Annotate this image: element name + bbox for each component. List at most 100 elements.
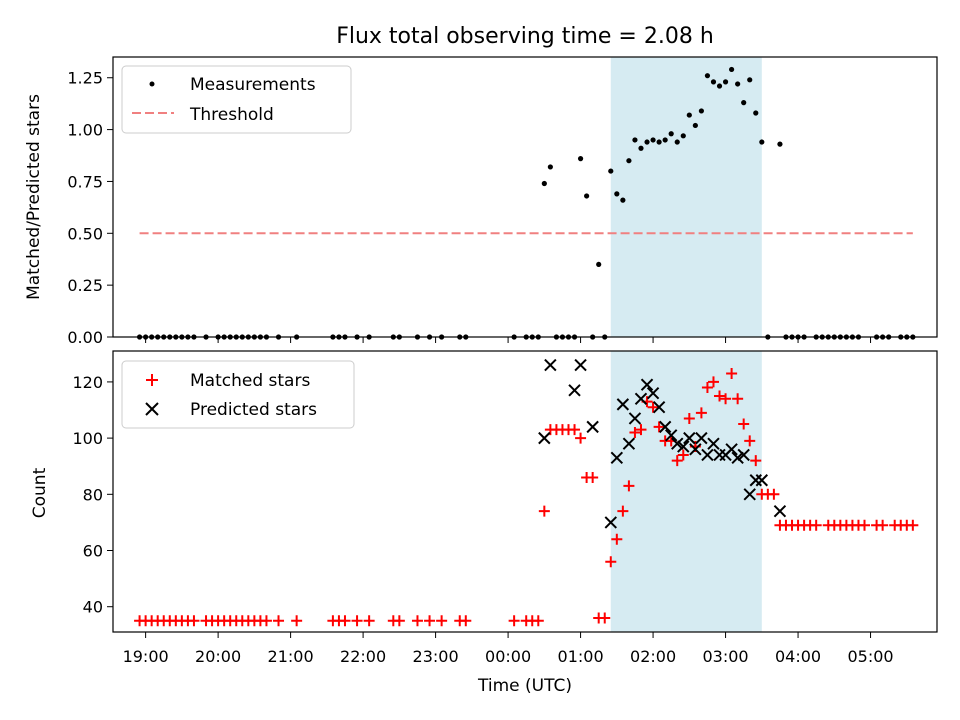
measurement-point <box>722 79 729 85</box>
matched-star-point <box>629 426 641 438</box>
legend-marker-matched <box>146 374 158 386</box>
matched-points <box>134 367 919 627</box>
bottom-plot-frame <box>112 350 938 633</box>
y-tick-label: 60 <box>83 542 103 561</box>
matched-star-point <box>605 556 617 568</box>
predicted-star-point <box>689 443 702 456</box>
matched-star-point <box>859 519 871 531</box>
matched-star-point <box>623 480 635 492</box>
predicted-star-point <box>616 398 630 411</box>
bottom-y-ticks: 40 60 80 100 120 <box>72 373 113 617</box>
y-tick-label: 120 <box>72 373 103 392</box>
predicted-star-point <box>622 437 636 450</box>
x-tick-label: 04:00 <box>775 647 821 666</box>
top-x-ticks <box>145 337 872 343</box>
measurement-point <box>716 83 723 89</box>
matched-star-point <box>732 393 744 405</box>
measurement-point <box>608 168 614 174</box>
measurement-point <box>668 131 674 137</box>
matched-star-point <box>738 418 750 430</box>
predicted-star-point <box>731 451 744 464</box>
matched-star-point <box>424 615 436 627</box>
matched-star-point <box>339 615 351 627</box>
predicted-star-point <box>664 429 678 442</box>
matched-star-point <box>635 424 647 436</box>
measurement-point <box>686 112 692 118</box>
legend-marker-measurements <box>149 81 155 87</box>
x-tick-label: 05:00 <box>847 647 893 666</box>
matched-star-point <box>707 376 719 388</box>
matched-star-point <box>677 449 689 461</box>
matched-star-point <box>436 615 448 627</box>
measurement-point <box>735 81 741 87</box>
predicted-star-point <box>646 386 660 400</box>
measurement-point <box>777 141 783 147</box>
y-tick-label: 40 <box>83 598 103 617</box>
matched-star-point <box>611 533 623 545</box>
measurement-point <box>741 100 747 106</box>
measurement-point <box>729 66 735 73</box>
bottom-legend: Matched stars Predicted stars <box>121 360 355 429</box>
predicted-star-point <box>737 448 750 462</box>
predicted-star-point <box>671 437 684 450</box>
matched-star-point <box>508 615 520 627</box>
y-tick-label: 0.75 <box>67 172 103 191</box>
bottom-legend-box <box>121 360 355 429</box>
measurement-point <box>626 158 632 164</box>
x-tick-label: 20:00 <box>195 647 241 666</box>
measurement-point <box>638 145 644 151</box>
x-tick-label: 03:00 <box>703 647 749 666</box>
legend-marker-predicted <box>145 402 159 416</box>
measurement-point <box>656 139 662 145</box>
predicted-star-point <box>683 431 696 445</box>
matched-star-point <box>569 424 581 436</box>
measurement-point <box>541 180 547 187</box>
predicted-star-point <box>634 392 648 405</box>
measurement-point <box>692 122 698 129</box>
matched-star-point <box>291 615 303 627</box>
predicted-star-point <box>568 384 581 397</box>
matched-star-point <box>460 615 472 627</box>
matched-star-point <box>273 615 285 627</box>
y-tick-label: 0.00 <box>67 328 103 347</box>
predicted-star-point <box>701 448 714 462</box>
predicted-star-point <box>725 443 738 456</box>
predicted-points <box>538 358 787 529</box>
legend-label-predicted: Predicted stars <box>190 400 317 420</box>
measurement-point <box>747 77 753 83</box>
predicted-star-point <box>707 437 720 450</box>
chart-title: Flux total observing time = 2.08 h <box>336 24 714 49</box>
matched-star-point <box>726 367 738 379</box>
predicted-star-point <box>628 412 642 425</box>
top-shaded-interval <box>610 57 762 337</box>
legend-label-matched: Matched stars <box>190 371 310 391</box>
bottom-shaded-interval <box>610 351 762 632</box>
matched-star-point <box>683 412 695 424</box>
measurement-point <box>632 137 638 143</box>
x-tick-label: 02:00 <box>630 647 676 666</box>
matched-star-point <box>671 455 683 467</box>
predicted-star-point <box>743 488 756 501</box>
top-y-ticks: 0.00 0.25 0.50 0.75 1.00 1.25 <box>67 69 113 347</box>
matched-star-point <box>587 471 599 483</box>
matched-star-point <box>647 401 659 413</box>
top-plot-frame <box>112 56 938 338</box>
y-tick-label: 0.50 <box>67 224 103 243</box>
matched-star-point <box>907 519 919 531</box>
predicted-star-point <box>538 431 551 445</box>
matched-star-point <box>411 615 423 627</box>
y-tick-label: 100 <box>72 429 103 448</box>
predicted-star-point <box>677 440 690 453</box>
legend-label-threshold: Threshold <box>189 105 274 125</box>
y-tick-label: 0.25 <box>67 276 103 295</box>
top-panel: 0.00 0.25 0.50 0.75 1.00 1.25 Matched/Predict… <box>24 56 938 347</box>
predicted-star-point <box>574 358 587 372</box>
matched-star-point <box>363 615 375 627</box>
matched-star-point <box>617 505 629 517</box>
top-legend-box <box>121 65 352 134</box>
predicted-star-point <box>773 504 787 518</box>
matched-star-point <box>701 382 713 394</box>
x-tick-label: 23:00 <box>413 647 459 666</box>
measurement-point <box>662 137 668 143</box>
